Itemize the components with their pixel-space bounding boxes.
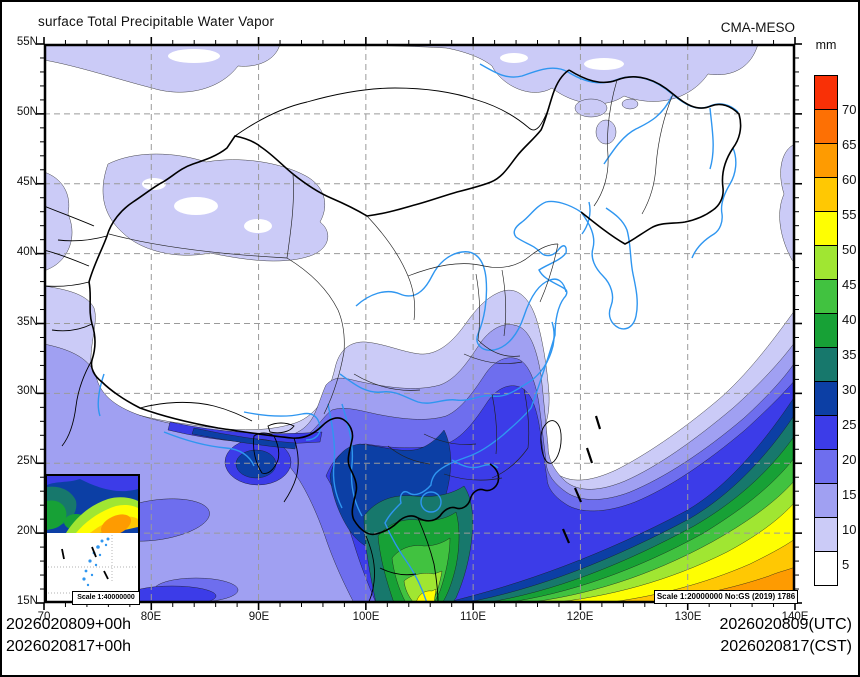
colorbar-cell — [814, 381, 838, 416]
lon-tick-label: 100E — [352, 611, 380, 623]
colorbar-cell — [814, 211, 838, 246]
dry-holes — [142, 49, 624, 233]
lat-tick-label: 40N — [16, 246, 38, 258]
main-scale-label: Scale 1:20000000 No:GS (2019) 1786 — [654, 590, 798, 604]
colorbar-cell — [814, 517, 838, 552]
footer-line-utc: 2026020809(UTC) — [719, 616, 852, 633]
colorbar-tick-label: 50 — [842, 242, 857, 257]
colorbar-tick-label: 45 — [842, 277, 857, 292]
colorbar-tick-label: 15 — [842, 487, 857, 502]
axis-ticks — [37, 37, 802, 610]
page-title: surface Total Precipitable Water Vapor — [38, 14, 275, 29]
lon-tick-label: 130E — [674, 611, 702, 623]
lat-tick-label: 25N — [16, 455, 38, 467]
colorbar-cell — [814, 279, 838, 314]
colorbar-tick-label: 70 — [842, 102, 857, 117]
lat-tick-label: 30N — [16, 385, 38, 397]
lon-tick-label: 120E — [566, 611, 594, 623]
colorbar-tick-label: 65 — [842, 137, 857, 152]
colorbar-tick-label: 60 — [842, 172, 857, 187]
lat-tick-label: 35N — [16, 316, 38, 328]
lon-tick-label: 110E — [459, 611, 486, 623]
colorbar-unit-label: mm — [815, 38, 837, 52]
colorbar-cell — [814, 177, 838, 212]
colorbar-cell — [814, 143, 838, 178]
colorbar-tick-label: 35 — [842, 347, 857, 362]
colorbar-cell — [814, 449, 838, 484]
colorbar-tick-label: 20 — [842, 452, 857, 467]
lat-tick-label: 20N — [16, 525, 38, 537]
colorbar-tick-label: 55 — [842, 207, 857, 222]
south-china-sea-inset — [45, 474, 140, 603]
colorbar-tick-label: 25 — [842, 417, 857, 432]
footer-valid-times: 2026020809(UTC) 2026020817(CST) — [602, 614, 852, 658]
map-frame — [43, 43, 796, 604]
lat-tick-label: 55N — [16, 36, 38, 48]
colorbar-cell — [814, 415, 838, 450]
lat-tick-label: 15N — [16, 595, 38, 607]
lat-lon-gridlines — [44, 44, 795, 603]
colorbar-cell — [814, 483, 838, 518]
colorbar — [814, 75, 838, 586]
model-label: CMA-MESO — [720, 20, 795, 35]
footer-line-cst-offset: 2026020817+00h — [6, 638, 132, 655]
colorbar-cell — [814, 551, 838, 586]
lat-tick-label: 50N — [16, 106, 38, 118]
footer-init-times: 2026020809+00h 2026020817+00h — [6, 614, 131, 658]
colorbar-cell — [814, 109, 838, 144]
nine-dash-line — [561, 415, 602, 544]
colorbar-tick-label: 10 — [842, 522, 857, 537]
national-borders — [88, 69, 742, 536]
footer-line-utc-offset: 2026020809+00h — [6, 616, 132, 633]
colorbar-tick-label: 30 — [842, 382, 857, 397]
lon-tick-label: 70 — [37, 611, 51, 623]
colorbar-tick-label: 40 — [842, 312, 857, 327]
lon-tick-label: 140E — [781, 611, 809, 623]
lon-tick-label: 80E — [140, 611, 162, 623]
lat-tick-label: 45N — [16, 176, 38, 188]
footer-line-cst: 2026020817(CST) — [720, 638, 852, 655]
foreign-borders — [44, 87, 562, 603]
colorbar-cell — [814, 75, 838, 110]
lon-tick-label: 90E — [248, 611, 270, 623]
colorbar-cell — [814, 347, 838, 382]
colorbar-cell — [814, 245, 838, 280]
province-borders — [108, 79, 674, 481]
colorbar-tick-label: 5 — [842, 557, 850, 572]
inset-scale-label: Scale 1:40000000 — [72, 591, 140, 605]
colorbar-cell — [814, 313, 838, 348]
